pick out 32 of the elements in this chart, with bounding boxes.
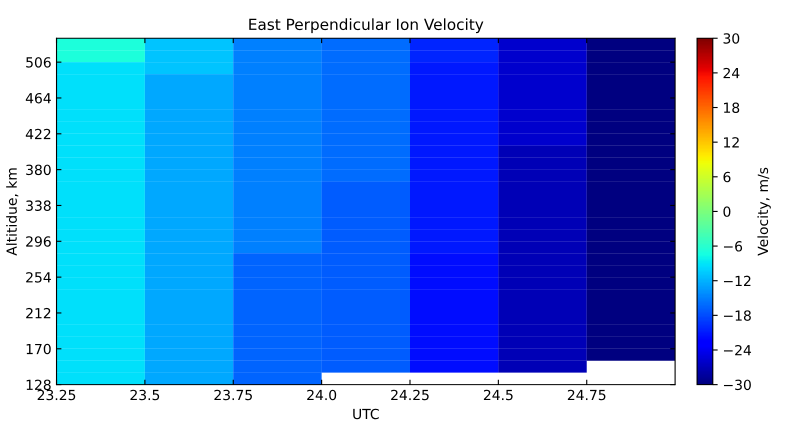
color-bar-label: −24: [724, 344, 752, 356]
x-tick-label: 24.5: [484, 390, 513, 400]
y-tick-label: 464: [26, 92, 51, 104]
y-tick-label: 212: [26, 308, 50, 318]
y-tick-label: 380: [26, 164, 51, 176]
y-tick-label: 170: [26, 344, 51, 354]
x-tick-label: 24.0: [307, 390, 336, 400]
color-bar-label: −18: [724, 310, 751, 321]
y-tick-label: 296: [26, 236, 51, 247]
y-tick-label: 338: [26, 200, 51, 211]
color-bar-label: −6: [724, 241, 742, 252]
x-axis-title: UTC: [353, 408, 379, 420]
x-tick-label: 24.25: [391, 390, 429, 400]
y-tick-label: 128: [26, 380, 51, 390]
color-bar-title: Velocity, m/s: [757, 168, 771, 256]
x-tick-label: 23.25: [38, 390, 76, 400]
x-tick-label: 24.75: [568, 390, 606, 400]
x-tick-label: 23.75: [214, 390, 252, 400]
y-axis-title: Altitidue, km: [6, 168, 18, 256]
color-bar-label: 24: [724, 68, 740, 78]
color-bar-label: 30: [724, 33, 740, 44]
x-tick-label: 23.5: [130, 390, 160, 400]
chart-title: East Perpendicular Ion Velocity: [249, 18, 484, 34]
y-tick-label: 254: [26, 272, 51, 283]
color-bar-label: 6: [723, 172, 730, 182]
y-tick-label: 506: [26, 57, 51, 68]
y-tick-label: 422: [26, 128, 50, 140]
color-bar-label: 12: [724, 137, 739, 148]
color-bar-label: −12: [724, 276, 750, 286]
color-bar-label: 18: [724, 102, 740, 113]
color-bar-label: −30: [724, 380, 751, 390]
color-bar-label: 0: [723, 206, 730, 217]
